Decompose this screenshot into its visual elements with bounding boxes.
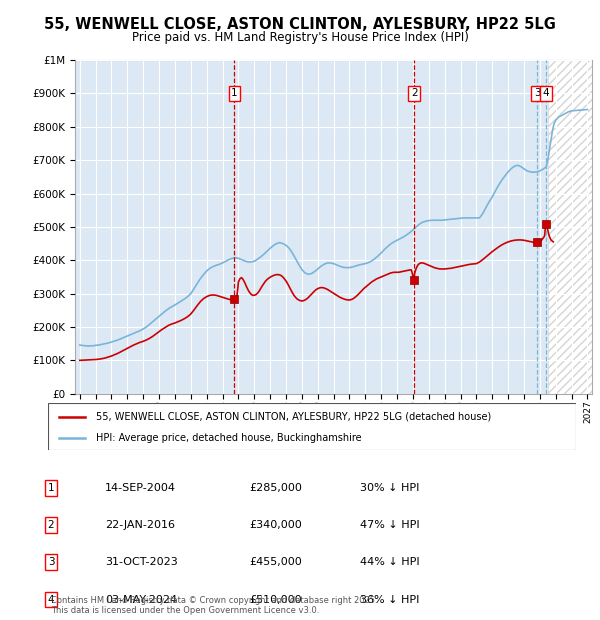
- Text: Price paid vs. HM Land Registry's House Price Index (HPI): Price paid vs. HM Land Registry's House …: [131, 31, 469, 44]
- Text: 14-SEP-2004: 14-SEP-2004: [105, 483, 176, 493]
- Text: 31-OCT-2023: 31-OCT-2023: [105, 557, 178, 567]
- Bar: [548, 60, 592, 394]
- Text: £510,000: £510,000: [249, 595, 302, 604]
- Text: 3: 3: [47, 557, 55, 567]
- Text: 36% ↓ HPI: 36% ↓ HPI: [360, 595, 419, 604]
- Text: 55, WENWELL CLOSE, ASTON CLINTON, AYLESBURY, HP22 5LG: 55, WENWELL CLOSE, ASTON CLINTON, AYLESB…: [44, 17, 556, 32]
- Text: 2: 2: [47, 520, 55, 530]
- Text: 1: 1: [231, 89, 238, 99]
- Text: Contains HM Land Registry data © Crown copyright and database right 2025.
This d: Contains HM Land Registry data © Crown c…: [51, 596, 377, 615]
- Text: £455,000: £455,000: [249, 557, 302, 567]
- Text: HPI: Average price, detached house, Buckinghamshire: HPI: Average price, detached house, Buck…: [95, 433, 361, 443]
- Text: 4: 4: [542, 89, 549, 99]
- Text: 1: 1: [47, 483, 55, 493]
- Text: 2: 2: [411, 89, 418, 99]
- Text: 22-JAN-2016: 22-JAN-2016: [105, 520, 175, 530]
- Text: £285,000: £285,000: [249, 483, 302, 493]
- Bar: [548, 60, 592, 394]
- Text: 55, WENWELL CLOSE, ASTON CLINTON, AYLESBURY, HP22 5LG (detached house): 55, WENWELL CLOSE, ASTON CLINTON, AYLESB…: [95, 412, 491, 422]
- Text: 44% ↓ HPI: 44% ↓ HPI: [360, 557, 419, 567]
- Text: £340,000: £340,000: [249, 520, 302, 530]
- Text: 3: 3: [534, 89, 541, 99]
- Text: 4: 4: [47, 595, 55, 604]
- Text: 47% ↓ HPI: 47% ↓ HPI: [360, 520, 419, 530]
- Text: 30% ↓ HPI: 30% ↓ HPI: [360, 483, 419, 493]
- Text: 03-MAY-2024: 03-MAY-2024: [105, 595, 177, 604]
